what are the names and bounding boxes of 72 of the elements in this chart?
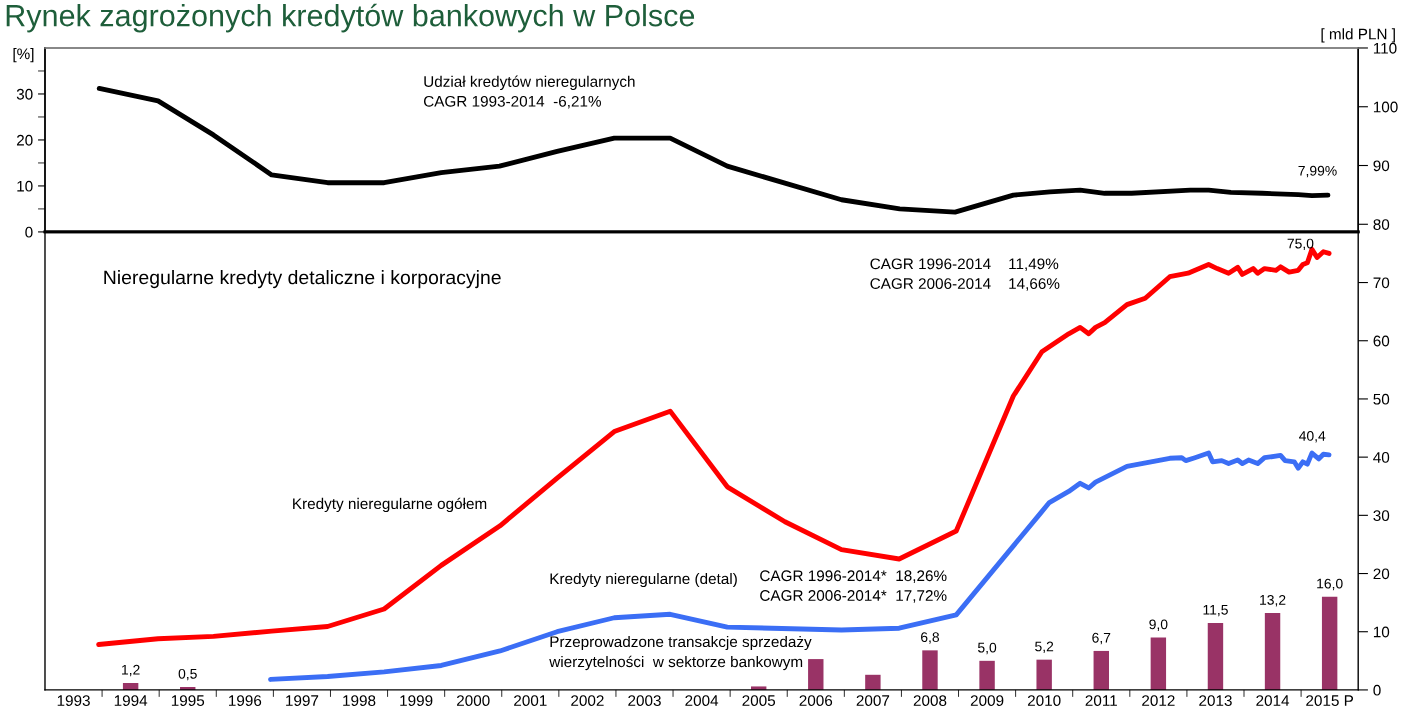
- x-tick-label: 2005: [742, 695, 776, 707]
- y-tick-label: 30: [16, 88, 33, 100]
- x-tick-label: 2004: [685, 695, 719, 707]
- series-label: Kredyty nieregularne ogółem: [293, 497, 487, 513]
- bar: [979, 660, 995, 690]
- bar: [1321, 596, 1338, 690]
- x-tick-label: 2000: [456, 695, 490, 707]
- y-tick-label: 0: [25, 226, 33, 238]
- bar: [1150, 637, 1167, 690]
- data-label: 6,7: [1092, 632, 1111, 645]
- x-tick-label: 2002: [571, 695, 604, 707]
- x-tick-label: 2010: [1027, 695, 1061, 707]
- y2-tick-label: 80: [1373, 219, 1390, 230]
- data-label: 13,2: [1260, 594, 1286, 607]
- bar: [1036, 659, 1052, 690]
- annotation: Nieregularne kredyty detaliczne i korporacyjne: [104, 270, 501, 289]
- bar: [922, 650, 938, 690]
- x-tick-label: 1995: [171, 695, 205, 707]
- series-label: Przeprowadzone transakcje sprzedaży wierzytelności w sektorze bankowym: [549, 635, 812, 671]
- y-tick-label: 10: [1373, 626, 1390, 638]
- bar: [1093, 650, 1109, 690]
- bar: [1207, 623, 1224, 690]
- y-axis-title: [%]: [13, 47, 34, 63]
- data-label: 5,2: [1035, 641, 1054, 653]
- x-tick-label: 2013: [1199, 695, 1232, 707]
- y2-tick-label: 90: [1373, 160, 1390, 172]
- x-tick-label: 2007: [856, 695, 890, 707]
- annotation: 40,4: [1299, 430, 1326, 443]
- x-tick-label: 2014: [1256, 695, 1290, 707]
- x-tick-label: 2001: [514, 695, 547, 707]
- x-tick-label: 1996: [229, 695, 262, 707]
- data-label: 6,8: [921, 632, 940, 644]
- annotation: 75,0: [1287, 238, 1314, 251]
- x-tick-label: 2003: [628, 695, 661, 707]
- y-tick-label: 60: [1373, 335, 1390, 347]
- bar: [865, 674, 881, 690]
- x-tick-label: 1994: [114, 695, 148, 707]
- x-tick-label: 2009: [970, 695, 1004, 707]
- y-tick-label: 20: [16, 134, 33, 146]
- y-tick-label: 30: [1373, 510, 1390, 522]
- annotation: Udział kredytów nieregularnych CAGR 1993-2014 -6,21%: [423, 75, 635, 109]
- y-tick-label: 10: [17, 180, 33, 192]
- x-tick-label: 2006: [799, 695, 833, 707]
- y2-axis-title: [ mld PLN ]: [1321, 28, 1395, 43]
- data-label: 5,0: [977, 642, 997, 655]
- bar: [1264, 613, 1281, 690]
- y-tick-label: 20: [1373, 568, 1390, 580]
- data-label: 16,0: [1317, 578, 1343, 591]
- x-tick-label: 1997: [286, 695, 319, 707]
- data-label: 1,2: [122, 664, 140, 677]
- x-tick-label: 2015 P: [1306, 695, 1354, 707]
- x-tick-label: 1993: [57, 695, 90, 707]
- y-tick-label: 70: [1373, 277, 1390, 289]
- data-label: 9,0: [1149, 619, 1168, 631]
- annotation: 7,99%: [1298, 165, 1337, 178]
- x-tick-label: 1999: [400, 695, 433, 707]
- y-tick-label: 50: [1373, 393, 1390, 405]
- data-label: 11,5: [1203, 605, 1228, 617]
- x-tick-label: 2008: [913, 695, 947, 707]
- text: Kredyty nieregularne (detal): [550, 572, 737, 588]
- y-tick-label: 0: [1373, 684, 1381, 696]
- data-label: 0,5: [178, 668, 197, 681]
- bar: [808, 659, 824, 690]
- y-tick-label: 40: [1373, 452, 1390, 463]
- x-tick-label: 1998: [343, 695, 376, 707]
- x-tick-label: 2011: [1085, 695, 1117, 707]
- y2-tick-label: 110: [1373, 42, 1397, 54]
- annotation: CAGR 1996-2014* 18,26% CAGR 2006-2014* 17,72%: [760, 570, 947, 603]
- chart-title: Rynek zagrożonych kredytów bankowych w Polsce: [6, 3, 695, 33]
- x-tick-label: 2012: [1142, 695, 1175, 707]
- y2-tick-label: 100: [1373, 101, 1398, 113]
- annotation: CAGR 1996-2014 11,49% CAGR 2006-2014 14,66%: [870, 258, 1060, 291]
